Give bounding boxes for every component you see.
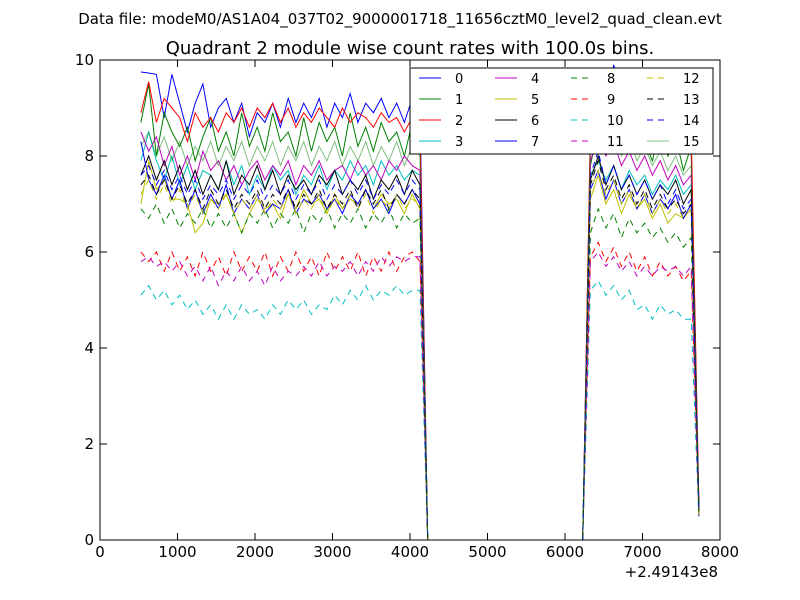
legend-label-12: 12: [683, 72, 700, 87]
legend-label-0: 0: [455, 72, 463, 87]
chart-title: Quadrant 2 module wise count rates with …: [166, 38, 655, 59]
chart-suptitle: Data file: modeM0/AS1A04_037T02_90000017…: [78, 10, 722, 29]
x-tick-label: 7000: [623, 543, 661, 561]
y-tick-label: 0: [84, 531, 94, 549]
legend-label-15: 15: [683, 135, 700, 150]
x-tick-label: 8000: [701, 543, 739, 561]
legend-label-4: 4: [531, 72, 539, 87]
x-tick-label: 3000: [313, 543, 351, 561]
x-tick-label: 0: [95, 543, 105, 561]
legend-label-8: 8: [607, 72, 615, 87]
series-line-8: [140, 202, 700, 540]
legend-frame: [409, 67, 714, 155]
legend-label-5: 5: [531, 93, 539, 108]
y-tick-label: 8: [84, 147, 94, 165]
x-tick-label: 2000: [236, 543, 274, 561]
y-tick-label: 4: [84, 339, 94, 357]
series-line-10: [140, 279, 700, 540]
legend-label-9: 9: [607, 93, 615, 108]
legend-label-3: 3: [455, 135, 463, 150]
series-line-6: [140, 154, 700, 540]
legend-label-14: 14: [683, 114, 700, 129]
legend-label-10: 10: [607, 114, 624, 129]
x-offset-label: +2.49143e8: [625, 563, 718, 581]
series-line-9: [140, 241, 700, 540]
legend-label-1: 1: [455, 93, 463, 108]
y-tick-label: 10: [75, 51, 94, 69]
legend-label-6: 6: [531, 114, 539, 129]
x-tick-label: 5000: [468, 543, 506, 561]
series-line-11: [140, 251, 700, 540]
legend-label-2: 2: [455, 114, 463, 129]
series-line-13: [140, 159, 700, 540]
series-line-14: [140, 149, 700, 540]
legend-label-13: 13: [683, 93, 700, 108]
x-tick-label: 6000: [546, 543, 584, 561]
y-tick-label: 6: [84, 243, 94, 261]
x-tick-label: 4000: [391, 543, 429, 561]
legend-label-11: 11: [607, 135, 624, 150]
legend-label-7: 7: [531, 135, 539, 150]
y-tick-label: 2: [84, 435, 94, 453]
series-line-12: [140, 168, 700, 540]
x-tick-label: 1000: [158, 543, 196, 561]
